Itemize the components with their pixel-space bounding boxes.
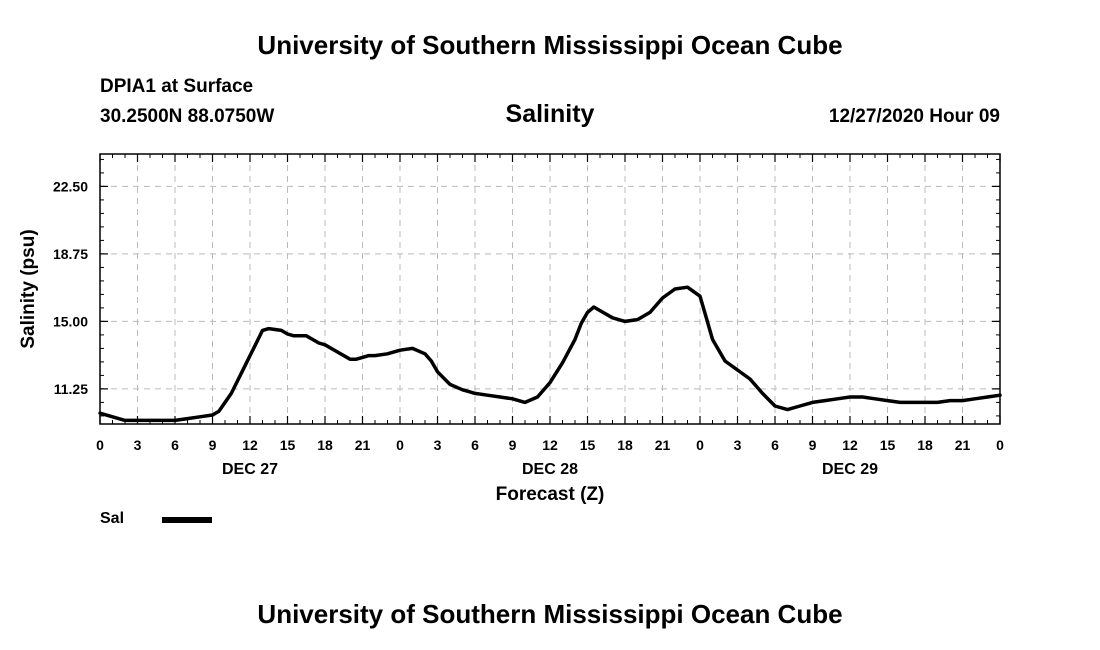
x-tick-label: 21 (655, 437, 671, 453)
x-tick-label: 3 (434, 437, 442, 453)
x-tick-label: 9 (509, 437, 517, 453)
series-layer (98, 285, 1002, 423)
date-label: DEC 27 (222, 461, 278, 478)
label-layer: 0 3 6 9 12 15 18 21 0 3 6 9 12 15 18 21 0 3 6 9 12 15 18 21 0 11.… (53, 178, 1004, 478)
x-tick-label: 15 (580, 437, 596, 453)
x-tick-label: 15 (880, 437, 896, 453)
top-title: University of Southern Mississippi Ocean… (257, 30, 843, 60)
x-tick-label: 6 (171, 437, 179, 453)
station-label: DPIA1 at Surface (100, 76, 254, 97)
x-tick-label: 21 (355, 437, 371, 453)
x-tick-label: 9 (809, 437, 817, 453)
x-tick-label: 0 (396, 437, 404, 453)
x-tick-label: 0 (96, 437, 104, 453)
x-tick-label: 12 (542, 437, 558, 453)
legend-label: Sal (100, 510, 125, 527)
x-tick-label: 0 (996, 437, 1004, 453)
x-tick-label: 18 (617, 437, 633, 453)
legend-line-swatch (162, 517, 212, 523)
x-tick-label: 12 (842, 437, 858, 453)
coordinates-label: 30.2500N 88.0750W (100, 106, 275, 127)
y-tick-label: 18.75 (53, 246, 88, 262)
date-label: DEC 28 (522, 461, 578, 478)
forecast-datetime: 12/27/2020 Hour 09 (828, 106, 1000, 127)
y-tick-label: 22.50 (53, 178, 88, 194)
x-tick-label: 6 (771, 437, 779, 453)
y-tick-label: 11.25 (54, 381, 88, 397)
x-axis-title: Forecast (Z) (496, 484, 605, 505)
x-tick-label: 21 (955, 437, 971, 453)
x-tick-label: 0 (696, 437, 704, 453)
date-label: DEC 29 (822, 461, 878, 478)
grid-layer (100, 154, 1000, 424)
x-tick-label: 6 (471, 437, 479, 453)
series-line-sal (98, 285, 1002, 423)
y-tick-label: 15.00 (53, 313, 88, 329)
y-axis-title: Salinity (psu) (18, 229, 39, 348)
x-tick-label: 12 (242, 437, 258, 453)
chart-title: Salinity (505, 100, 595, 128)
x-tick-label: 18 (917, 437, 933, 453)
x-tick-label: 3 (134, 437, 142, 453)
bottom-title: University of Southern Mississippi Ocean… (257, 599, 843, 629)
x-tick-label: 9 (209, 437, 217, 453)
x-tick-label: 3 (734, 437, 742, 453)
x-tick-label: 15 (280, 437, 296, 453)
x-tick-label: 18 (317, 437, 333, 453)
tick-layer (99, 154, 1001, 424)
